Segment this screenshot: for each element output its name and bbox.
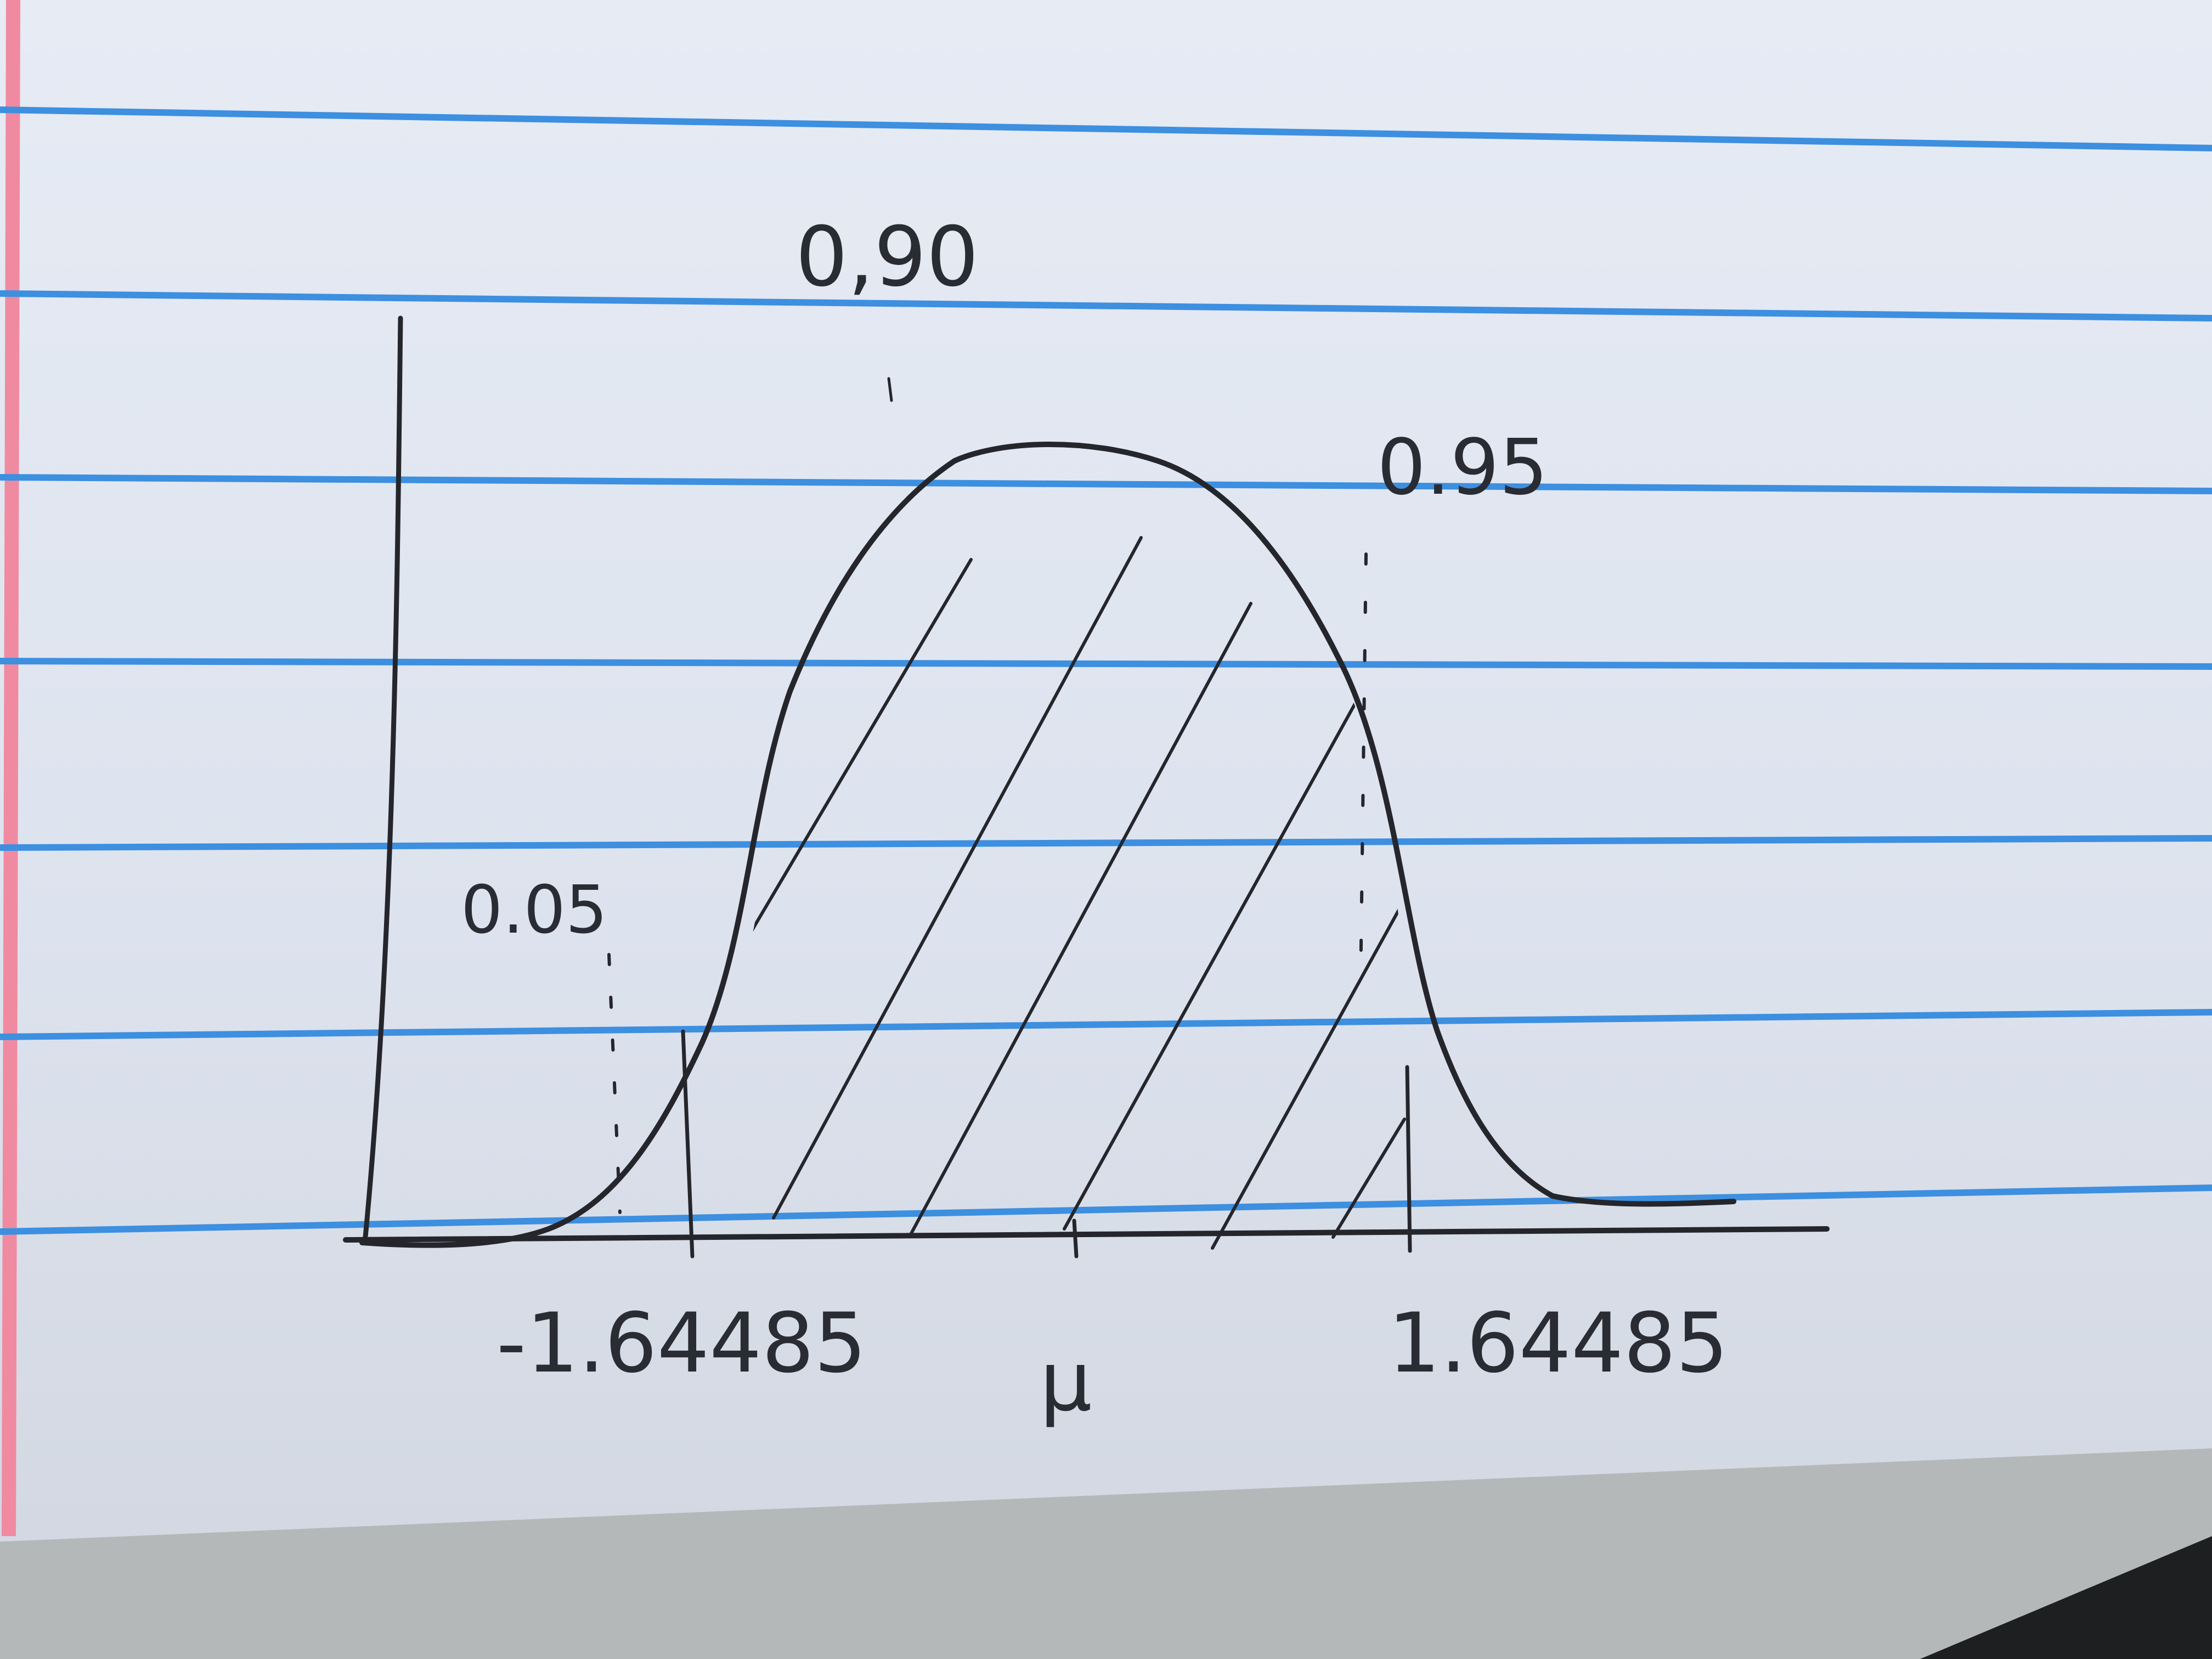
hatch-line: [909, 602, 1252, 1236]
rule-line: [0, 658, 2212, 670]
rule-line: [0, 290, 2212, 321]
margin-line: [2, 0, 20, 1537]
rule-line: [0, 835, 2212, 851]
label-left-tail: 0.05: [461, 872, 607, 949]
hatch-line: [772, 536, 1143, 1220]
right-critical-line: [1405, 1065, 1412, 1253]
hatch-line: [1331, 1118, 1406, 1239]
paper-sheet: [0, 0, 2212, 1542]
label-right-critical: 1.64485: [1388, 1296, 1728, 1391]
label-right-cumulative: 0.95: [1377, 423, 1548, 512]
sketch-labels: 0,90 0.95 0.05 -1.64485 1.64485 μ: [461, 210, 1728, 1430]
label-left-critical: -1.64485: [496, 1296, 866, 1391]
rule-line: [0, 474, 2212, 494]
mean-tick: [1072, 1218, 1079, 1259]
ruled-lines: [0, 106, 2212, 1235]
rule-line: [0, 106, 2212, 151]
hatch-line: [1211, 898, 1406, 1250]
dark-object: [1920, 1536, 2212, 1659]
left-dashed-guide: [607, 953, 622, 1214]
top-dashed-guide: [887, 377, 893, 402]
hatch-line: [1063, 613, 1406, 1231]
label-center-area: 0,90: [795, 210, 979, 305]
label-mean: μ: [1040, 1334, 1092, 1430]
y-axis: [362, 315, 403, 1245]
rule-line: [0, 1009, 2212, 1040]
bell-curve: [359, 442, 1736, 1248]
left-critical-line: [681, 1029, 695, 1259]
